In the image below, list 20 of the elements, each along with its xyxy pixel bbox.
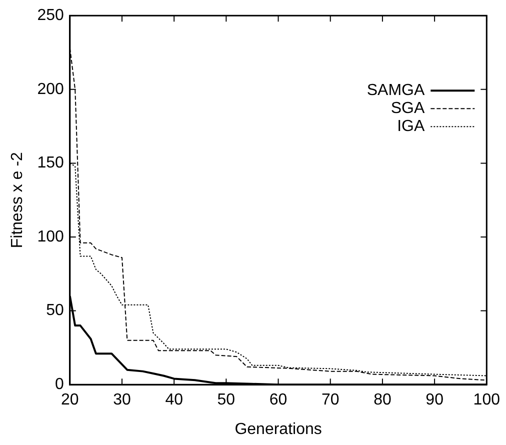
x-tick-label: 90 — [426, 392, 444, 409]
legend-label: SAMGA — [366, 82, 425, 100]
legend-label: IGA — [397, 118, 425, 136]
x-tick-label: 80 — [374, 392, 392, 409]
x-tick-label: 30 — [113, 392, 131, 409]
y-tick-label: 100 — [37, 228, 64, 246]
x-tick-label: 70 — [321, 392, 340, 409]
x-tick-label: 50 — [217, 392, 236, 409]
y-tick-label: 0 — [54, 376, 64, 394]
y-tick-label: 150 — [37, 154, 64, 172]
x-tick-label: 20 — [60, 392, 79, 409]
y-tick-label: 200 — [37, 80, 64, 98]
x-tick-label: 100 — [473, 392, 500, 409]
y-axis-title: Fitness x e -2 — [9, 152, 26, 248]
y-tick-label: 250 — [37, 7, 64, 24]
x-axis-title: Generations — [234, 420, 322, 438]
y-tick-label: 50 — [46, 302, 64, 320]
x-tick-label: 40 — [165, 392, 184, 409]
x-tick-label: 60 — [269, 392, 288, 409]
legend-label: SGA — [390, 100, 425, 118]
